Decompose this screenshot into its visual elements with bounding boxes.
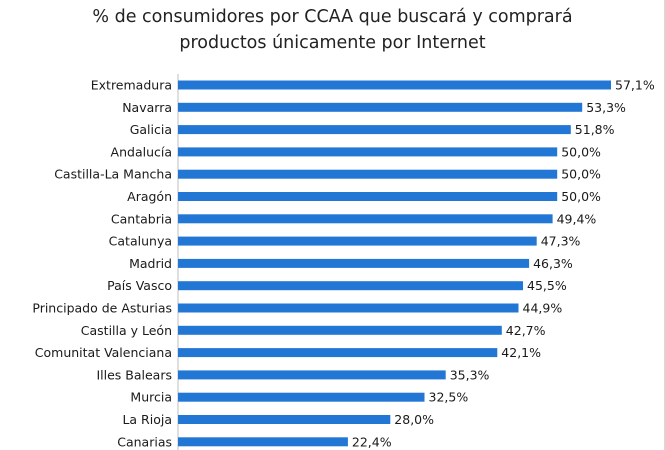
value-label-12: 42,1% <box>501 345 541 360</box>
bar-2 <box>178 125 571 135</box>
bar-6 <box>178 214 553 224</box>
value-label-8: 46,3% <box>533 256 573 271</box>
bar-7 <box>178 236 537 246</box>
category-label-6: Cantabria <box>111 211 172 226</box>
bars-group <box>178 80 611 447</box>
value-label-4: 50,0% <box>561 167 601 182</box>
value-label-14: 32,5% <box>429 390 469 405</box>
value-label-15: 28,0% <box>394 412 434 427</box>
chart-title-line-1: % de consumidores por CCAA que buscará y… <box>92 7 573 27</box>
category-label-14: Murcia <box>130 390 172 405</box>
category-label-5: Aragón <box>127 189 172 204</box>
category-label-11: Castilla y León <box>81 323 172 338</box>
value-label-2: 51,8% <box>575 122 615 137</box>
bar-1 <box>178 102 583 112</box>
value-label-16: 22,4% <box>352 434 392 449</box>
bar-15 <box>178 415 391 424</box>
category-label-13: Illes Balears <box>96 367 172 382</box>
bar-13 <box>178 370 446 380</box>
category-label-12: Comunitat Valenciana <box>35 345 172 360</box>
value-label-6: 49,4% <box>557 211 597 226</box>
bar-10 <box>178 303 519 313</box>
value-labels: 57,1% 53,3% 51,8% 50,0% 50,0% 50,0% 49,4% 47,3%… <box>352 78 655 450</box>
value-label-9: 45,5% <box>527 278 567 293</box>
category-label-9: País Vasco <box>107 278 172 293</box>
category-label-2: Galicia <box>130 122 172 137</box>
value-label-11: 42,7% <box>506 323 546 338</box>
value-label-1: 53,3% <box>586 100 626 115</box>
value-label-5: 50,0% <box>561 189 601 204</box>
bar-4 <box>178 169 558 179</box>
bar-12 <box>178 348 498 358</box>
chart-title-line-2: productos únicamente por Internet <box>179 33 486 53</box>
value-label-10: 44,9% <box>523 301 563 316</box>
category-label-1: Navarra <box>122 100 172 115</box>
value-label-3: 50,0% <box>561 144 601 159</box>
bar-8 <box>178 258 530 268</box>
bar-5 <box>178 192 558 201</box>
category-label-16: Canarias <box>117 434 172 449</box>
category-label-0: Extremadura <box>91 78 172 93</box>
bar-11 <box>178 325 502 335</box>
value-label-7: 47,3% <box>541 234 581 249</box>
value-label-13: 35,3% <box>450 367 490 382</box>
value-label-0: 57,1% <box>615 78 655 93</box>
category-label-15: La Rioja <box>122 412 172 427</box>
category-label-7: Catalunya <box>109 234 172 249</box>
category-labels: Extremadura Navarra Galicia Andalucía Castil… <box>32 78 172 450</box>
bar-3 <box>178 147 558 157</box>
category-label-4: Castilla-La Mancha <box>54 167 172 182</box>
category-label-10: Principado de Asturias <box>32 301 172 316</box>
category-label-3: Andalucía <box>111 144 172 159</box>
bar-14 <box>178 392 425 402</box>
bar-9 <box>178 281 523 291</box>
category-label-8: Madrid <box>129 256 172 271</box>
chart-title: % de consumidores por CCAA que buscará y… <box>0 4 665 56</box>
bar-16 <box>178 437 348 447</box>
bar-0 <box>178 80 611 90</box>
